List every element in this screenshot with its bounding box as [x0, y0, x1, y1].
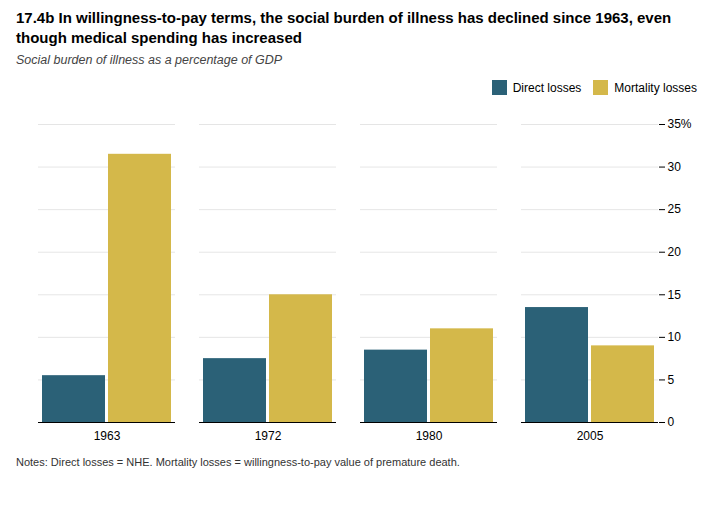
svg-text:10: 10: [668, 330, 682, 344]
svg-text:35%: 35%: [668, 117, 692, 131]
html-text:Social burden of illness as a: Social burden of illness as a percentage…: [16, 53, 283, 67]
html-text:Notes: Direct losses = NHE. Mo: Notes: Direct losses = NHE. Mortality lo…: [16, 456, 460, 468]
svg-text:2005: 2005: [577, 429, 604, 443]
svg-text:20: 20: [668, 245, 682, 259]
html-text:Direct losses: Direct losses: [512, 80, 582, 95]
svg-text:1980: 1980: [416, 429, 443, 443]
html-text:17.4b In willingness-to-pay te: 17.4b In willingness-to-pay terms, the s…: [16, 9, 672, 46]
html-text:Mortality losses: Mortality losses: [614, 80, 697, 95]
svg-text:1972: 1972: [255, 429, 282, 443]
svg-text:25: 25: [668, 202, 682, 216]
svg-text:15: 15: [668, 288, 682, 302]
svg-text:30: 30: [668, 160, 682, 174]
svg-text:0: 0: [668, 415, 675, 429]
svg-text:1963: 1963: [94, 429, 121, 443]
svg-text:5: 5: [668, 373, 675, 387]
